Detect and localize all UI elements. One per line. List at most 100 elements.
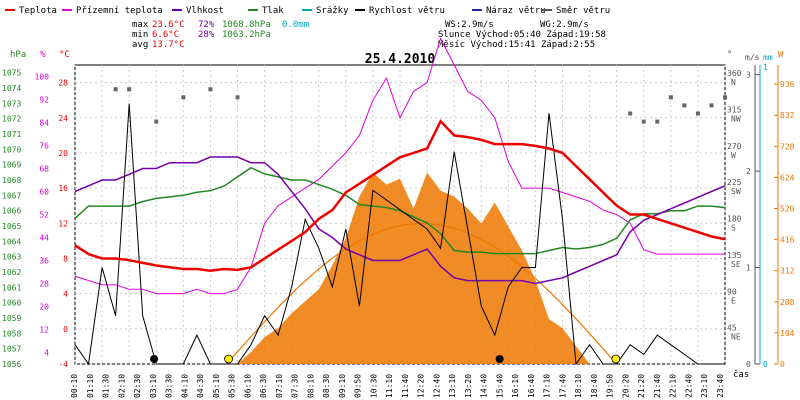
time-tick-label: 03:30: [165, 374, 174, 398]
hpa-tick-label: 1060: [2, 299, 21, 308]
time-tick-label: 05:30: [228, 374, 237, 398]
wind-dir-point: [235, 95, 240, 100]
w-tick-label: 936: [780, 80, 795, 89]
temp-tick-label: 12: [58, 219, 68, 228]
moon-marker: [150, 355, 159, 363]
pct-tick-label: 28: [39, 280, 49, 289]
pct-tick-label: 44: [39, 234, 49, 243]
deg-tick-label: 45: [727, 324, 737, 333]
hpa-tick-label: 1068: [2, 176, 21, 185]
hpa-tick-label: 1061: [2, 283, 21, 292]
time-tick-label: 09:50: [354, 374, 363, 398]
legend-label: Srážky: [316, 6, 349, 16]
ms-tick-label: 0: [746, 360, 751, 369]
pct-tick-label: 4: [44, 349, 49, 358]
ms-tick-label: 3: [746, 71, 751, 80]
hpa-tick-label: 1057: [2, 345, 21, 354]
time-tick-label: 19:50: [606, 374, 615, 398]
ms-tick-label: 2: [746, 167, 751, 176]
wind-dir-point: [723, 95, 727, 100]
w-tick-label: 728: [780, 142, 795, 151]
ms-tick-label: 1: [746, 264, 751, 273]
dir-tick-label: S: [731, 224, 736, 233]
stats-max-pressure: 1068.8hPa: [222, 20, 271, 30]
pressure-line: [74, 166, 726, 255]
time-tick-label: 17:40: [558, 374, 567, 398]
time-tick-label: 00:10: [70, 374, 79, 398]
w-tick-label: 312: [780, 267, 795, 276]
pct-tick-label: 76: [39, 142, 49, 151]
time-tick-label: 22:10: [669, 374, 678, 398]
pct-tick-label: 36: [39, 257, 49, 266]
temp-tick-label: 16: [58, 184, 68, 193]
pct-tick-label: 60: [39, 188, 49, 197]
time-tick-label: 07:30: [291, 374, 300, 398]
temp-tick-label: 8: [63, 254, 68, 263]
temp-tick-label: 4: [63, 290, 68, 299]
stats-avg-label: avg: [132, 40, 148, 50]
temp-tick-label: -4: [58, 360, 68, 369]
deg-tick-label: 90: [727, 287, 737, 296]
stats-min-temp: 6.6°C: [152, 30, 179, 40]
humidity-line: [74, 156, 726, 285]
pct-tick-label: 92: [39, 96, 49, 105]
pct-tick-label: 84: [39, 119, 49, 128]
legend-label: Rychlost větru: [369, 6, 445, 16]
hpa-axis-title: hPa: [10, 50, 26, 60]
w-tick-label: 416: [780, 236, 795, 245]
chart-title: 25.4.2010: [365, 52, 436, 67]
time-tick-label: 09:10: [338, 374, 347, 398]
ground-temp-line: [74, 37, 725, 295]
dir-tick-label: NE: [731, 333, 741, 342]
wind-dir-point: [709, 103, 714, 108]
time-tick-label: 04:30: [196, 374, 205, 398]
time-tick-label: 21:40: [653, 374, 662, 398]
w-tick-label: 0: [780, 360, 785, 369]
w-tick-label: 624: [780, 173, 795, 182]
wind-dir-point: [695, 111, 700, 116]
hpa-tick-label: 1066: [2, 207, 21, 216]
time-tick-label: 20:20: [621, 374, 630, 398]
time-tick-label: 06:10: [243, 374, 252, 398]
mm-tick-label: 0: [763, 360, 768, 369]
time-tick-label: 01:10: [86, 374, 95, 398]
stats-panel: max 23.6°C 72% 1068.8hPa 0.0mm min 6.6°C…: [132, 20, 309, 50]
time-tick-label: 15:40: [495, 374, 504, 398]
wind-dir-point: [668, 95, 673, 100]
stats-max-humidity: 72%: [198, 20, 215, 30]
wind-dir-point: [154, 119, 159, 124]
time-tick-label: 18:40: [590, 374, 599, 398]
hpa-tick-label: 1070: [2, 145, 21, 154]
time-tick-label: 17:10: [543, 374, 552, 398]
legend-label: Teplota: [19, 6, 57, 16]
time-tick-label: 18:10: [574, 374, 583, 398]
legend: Teplota Přízemní teplota Vlhkost Tlak Srážky…: [5, 6, 610, 16]
sun-marker: [611, 354, 621, 364]
time-tick-label: 22:40: [684, 374, 693, 398]
hpa-tick-label: 1071: [2, 130, 21, 139]
hpa-tick-label: 1065: [2, 222, 21, 231]
w-tick-label: 208: [780, 298, 795, 307]
stats-min-label: min: [132, 30, 148, 40]
legend-label: Přízemní teplota: [76, 6, 163, 16]
time-tick-label: 12:20: [417, 374, 426, 398]
axis-titles: hPa % °C ° m/s mm W čas: [10, 50, 784, 380]
time-tick-label: 13:10: [448, 374, 457, 398]
hpa-tick-label: 1058: [2, 329, 21, 338]
deg-tick-label: 135: [727, 251, 742, 260]
time-tick-label: 02:30: [133, 374, 142, 398]
stats-max-rain: 0.0mm: [282, 20, 309, 30]
pct-tick-label: 68: [39, 165, 49, 174]
axes: 1075107410731072107110701069106810671066…: [2, 63, 795, 398]
hpa-tick-label: 1075: [2, 69, 21, 78]
time-tick-label: 08:30: [322, 374, 331, 398]
mm-axis-title: mm: [763, 53, 773, 62]
w-tick-label: 104: [780, 329, 795, 338]
wind-dir-point: [181, 95, 186, 100]
moon-marker: [495, 355, 504, 363]
hpa-tick-label: 1064: [2, 237, 21, 246]
time-tick-label: 01:30: [102, 374, 111, 398]
temp-tick-label: 28: [58, 79, 68, 88]
legend-label: Tlak: [262, 6, 284, 16]
